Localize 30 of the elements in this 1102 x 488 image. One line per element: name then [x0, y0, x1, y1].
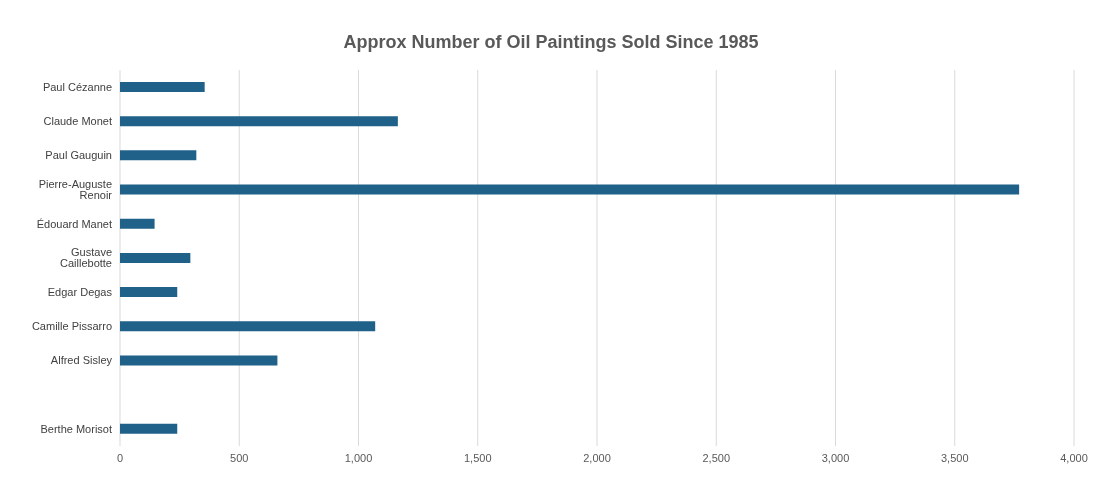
bar — [120, 116, 398, 127]
y-tick-label: Alfred Sisley — [50, 354, 113, 367]
y-tick-label: Paul Gauguin — [45, 149, 112, 162]
bar — [120, 150, 197, 161]
x-tick-label: 500 — [230, 451, 249, 464]
y-tick-label: Gustave Caillebotte — [60, 246, 112, 270]
bar — [120, 218, 155, 229]
bar — [120, 355, 278, 366]
x-tick-label: 2,000 — [583, 451, 611, 464]
x-tick-label: 2,500 — [702, 451, 731, 464]
x-tick-label: 1,500 — [463, 451, 492, 464]
bar — [120, 321, 376, 332]
bar — [120, 184, 1020, 195]
y-tick-label: Paul Cézanne — [42, 81, 112, 93]
y-tick-label: Pierre-Auguste Renoir — [38, 178, 113, 202]
bar — [120, 252, 191, 263]
y-tick-label: Claude Monet — [43, 115, 112, 128]
bar — [120, 82, 205, 92]
chart-title: Approx Number of Oil Paintings Sold Since 1985 — [342, 31, 760, 54]
x-tick-label: 0 — [116, 451, 124, 464]
y-tick-label: Berthe Morisot — [40, 422, 112, 435]
y-tick-label: Édouard Manet — [36, 217, 112, 230]
x-tick-label: 3,500 — [940, 451, 969, 464]
x-tick-label: 1,000 — [344, 451, 373, 464]
x-tick-label: 3,000 — [821, 451, 850, 464]
x-tick-label: 4,000 — [1060, 451, 1088, 464]
bar — [120, 287, 178, 298]
y-tick-label: Edgar Degas — [47, 286, 113, 299]
y-tick-label: Camille Pissarro — [31, 320, 112, 333]
bar — [120, 423, 178, 434]
